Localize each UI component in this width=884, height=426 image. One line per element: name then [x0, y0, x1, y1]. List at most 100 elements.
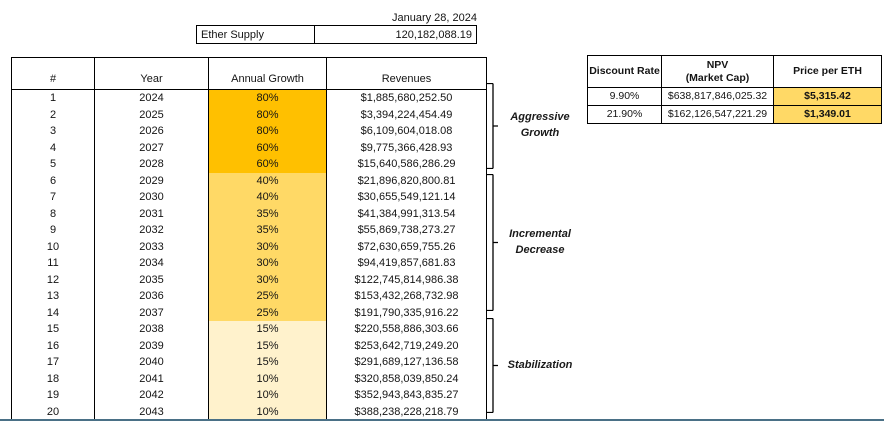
cell-annual-growth[interactable]: 30%	[208, 255, 327, 272]
cell-annual-growth[interactable]: 35%	[208, 205, 327, 222]
cell-discount-rate[interactable]: 9.90%	[587, 87, 662, 106]
cell-number[interactable]: 8	[11, 205, 95, 222]
cell-year[interactable]: 2043	[94, 403, 209, 421]
ether-supply-value-cell[interactable]: 120,182,088.19	[395, 28, 472, 41]
cell-number[interactable]: 11	[11, 255, 95, 272]
cell-annual-growth[interactable]: 25%	[208, 304, 327, 321]
cell-annual-growth[interactable]: 15%	[208, 354, 327, 371]
cell-year[interactable]: 2035	[94, 271, 209, 288]
cell-year[interactable]: 2033	[94, 238, 209, 255]
cell-annual-growth[interactable]: 30%	[208, 238, 327, 255]
cell-number[interactable]: 15	[11, 321, 95, 338]
cell-annual-growth[interactable]: 40%	[208, 172, 327, 189]
bracket-incremental-decrease	[486, 174, 498, 311]
cell-year[interactable]: 2040	[94, 354, 209, 371]
cell-year[interactable]: 2025	[94, 106, 209, 123]
cell-revenue[interactable]: $41,384,991,313.54	[326, 205, 487, 222]
cell-year[interactable]: 2036	[94, 288, 209, 305]
cell-revenue[interactable]: $191,790,335,916.22	[326, 304, 487, 321]
cell-annual-growth[interactable]: 35%	[208, 222, 327, 239]
cell-price-per-eth[interactable]: $1,349.01	[773, 105, 882, 124]
cell-number[interactable]: 17	[11, 354, 95, 371]
cell-price-per-eth[interactable]: $5,315.42	[773, 87, 882, 106]
cell-revenue[interactable]: $6,109,604,018.08	[326, 123, 487, 140]
cell-year[interactable]: 2030	[94, 189, 209, 206]
table-row: 8 2031 35% $41,384,991,313.54	[11, 205, 487, 222]
cell-revenue[interactable]: $253,642,719,249.20	[326, 337, 487, 354]
cell-annual-growth[interactable]: 60%	[208, 139, 327, 156]
column-header-annual-growth[interactable]: Annual Growth	[208, 57, 327, 90]
cell-revenue[interactable]: $1,885,680,252.50	[326, 89, 487, 107]
cell-revenue[interactable]: $55,869,738,273.27	[326, 222, 487, 239]
cell-number[interactable]: 7	[11, 189, 95, 206]
cell-annual-growth[interactable]: 80%	[208, 123, 327, 140]
cell-number[interactable]: 14	[11, 304, 95, 321]
cell-annual-growth[interactable]: 40%	[208, 189, 327, 206]
cell-number[interactable]: 20	[11, 403, 95, 421]
cell-number[interactable]: 16	[11, 337, 95, 354]
cell-year[interactable]: 2029	[94, 172, 209, 189]
cell-revenue[interactable]: $153,432,268,732.98	[326, 288, 487, 305]
column-header-revenues[interactable]: Revenues	[326, 57, 487, 90]
cell-year[interactable]: 2041	[94, 370, 209, 387]
cell-annual-growth[interactable]: 60%	[208, 156, 327, 173]
cell-revenue[interactable]: $9,775,366,428.93	[326, 139, 487, 156]
cell-number[interactable]: 13	[11, 288, 95, 305]
cell-annual-growth[interactable]: 15%	[208, 321, 327, 338]
column-header-npv[interactable]: NPV (Market Cap)	[661, 55, 774, 88]
cell-revenue[interactable]: $291,689,127,136.58	[326, 354, 487, 371]
cell-year[interactable]: 2027	[94, 139, 209, 156]
cell-number[interactable]: 6	[11, 172, 95, 189]
cell-annual-growth[interactable]: 15%	[208, 337, 327, 354]
cell-year[interactable]: 2042	[94, 387, 209, 404]
cell-number[interactable]: 5	[11, 156, 95, 173]
cell-number[interactable]: 12	[11, 271, 95, 288]
cell-discount-rate[interactable]: 21.90%	[587, 105, 662, 124]
table-row: 11 2034 30% $94,419,857,681.83	[11, 255, 487, 272]
cell-annual-growth[interactable]: 25%	[208, 288, 327, 305]
cell-year[interactable]: 2032	[94, 222, 209, 239]
cell-year[interactable]: 2028	[94, 156, 209, 173]
date-cell[interactable]: January 28, 2024	[391, 12, 477, 24]
cell-npv[interactable]: $162,126,547,221.29	[661, 105, 774, 124]
cell-annual-growth[interactable]: 10%	[208, 403, 327, 421]
cell-revenue[interactable]: $388,238,228,218.79	[326, 403, 487, 421]
cell-revenue[interactable]: $320,858,039,850.24	[326, 370, 487, 387]
cell-revenue[interactable]: $30,655,549,121.14	[326, 189, 487, 206]
cell-revenue[interactable]: $122,745,814,986.38	[326, 271, 487, 288]
cell-revenue[interactable]: $3,394,224,454.49	[326, 106, 487, 123]
column-header-number[interactable]: #	[11, 57, 95, 90]
cell-year[interactable]: 2031	[94, 205, 209, 222]
cell-number[interactable]: 9	[11, 222, 95, 239]
cell-number[interactable]: 10	[11, 238, 95, 255]
cell-npv[interactable]: $638,817,846,025.32	[661, 87, 774, 106]
cell-annual-growth[interactable]: 80%	[208, 106, 327, 123]
cell-revenue[interactable]: $220,558,886,303.66	[326, 321, 487, 338]
cell-revenue[interactable]: $352,943,843,835.27	[326, 387, 487, 404]
cell-revenue[interactable]: $72,630,659,755.26	[326, 238, 487, 255]
cell-number[interactable]: 18	[11, 370, 95, 387]
cell-revenue[interactable]: $21,896,820,800.81	[326, 172, 487, 189]
cell-year[interactable]: 2024	[94, 89, 209, 107]
column-header-discount-rate[interactable]: Discount Rate	[587, 55, 662, 88]
cell-year[interactable]: 2039	[94, 337, 209, 354]
cell-number[interactable]: 4	[11, 139, 95, 156]
cell-annual-growth[interactable]: 10%	[208, 387, 327, 404]
cell-annual-growth[interactable]: 10%	[208, 370, 327, 387]
cell-year[interactable]: 2037	[94, 304, 209, 321]
column-header-year[interactable]: Year	[94, 57, 209, 90]
cell-revenue[interactable]: $94,419,857,681.83	[326, 255, 487, 272]
cell-year[interactable]: 2034	[94, 255, 209, 272]
column-header-price-per-eth[interactable]: Price per ETH	[773, 55, 882, 88]
npv-table-header-row: Discount Rate NPV (Market Cap) Price per…	[587, 55, 882, 88]
cell-annual-growth[interactable]: 30%	[208, 271, 327, 288]
cell-number[interactable]: 3	[11, 123, 95, 140]
cell-number[interactable]: 1	[11, 89, 95, 107]
cell-number[interactable]: 19	[11, 387, 95, 404]
cell-year[interactable]: 2038	[94, 321, 209, 338]
cell-number[interactable]: 2	[11, 106, 95, 123]
cell-annual-growth[interactable]: 80%	[208, 89, 327, 107]
cell-revenue[interactable]: $15,640,586,286.29	[326, 156, 487, 173]
cell-year[interactable]: 2026	[94, 123, 209, 140]
ether-supply-label-cell[interactable]: Ether Supply	[197, 26, 315, 43]
